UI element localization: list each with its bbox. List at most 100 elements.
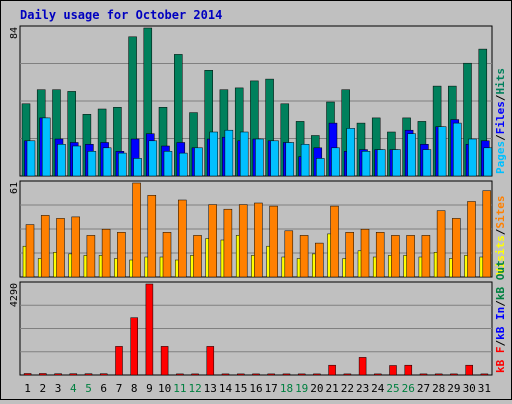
legend-separator: / [494, 228, 507, 235]
x-tick-label: 21 [325, 382, 338, 395]
x-tick-label: 9 [146, 382, 153, 395]
panel-2: 61 Visits/Sites [9, 180, 507, 278]
bar-pages [41, 117, 51, 177]
bar-kb-f [389, 365, 397, 376]
bar-pages [270, 140, 279, 177]
x-tick-label: 8 [131, 382, 138, 395]
legend-separator: / [494, 300, 507, 307]
x-tick-label: 15 [234, 382, 247, 395]
bar-pages [194, 147, 203, 177]
bar-kb-f [282, 373, 291, 376]
x-tick-label: 12 [188, 382, 201, 395]
legend-separator: / [494, 134, 507, 141]
bar-sites [193, 235, 202, 278]
legend-separator: / [494, 94, 507, 101]
bar-pages [392, 149, 401, 177]
bar-kb-f [252, 373, 260, 376]
bar-sites [132, 182, 141, 278]
bar-sites [284, 230, 294, 278]
bar-kb-f [297, 373, 306, 376]
bar-sites [482, 190, 492, 278]
y-max-label: 84 [9, 27, 20, 39]
bar-kb-f [480, 373, 489, 376]
panel-legend: Visits/Sites [494, 196, 507, 276]
y-max-label: 4290 [9, 283, 20, 307]
legend-separator: / [494, 340, 507, 347]
bar-sites [421, 235, 431, 278]
bar-pages [331, 147, 340, 177]
legend-entry: Visits [494, 235, 507, 275]
legend-entry: Pages [494, 141, 507, 174]
bar-pages [422, 149, 432, 177]
legend-entry: Hits [494, 68, 507, 95]
bar-pages [57, 144, 66, 177]
legend-entry: kB F [494, 347, 507, 374]
x-tick-label: 13 [204, 382, 217, 395]
bar-kb-f [450, 373, 458, 376]
y-max-label: 61 [9, 182, 20, 194]
bar-sites [360, 228, 370, 278]
bar-sites [223, 208, 233, 278]
x-tick-label: 25 [386, 382, 399, 395]
bar-kb-f [465, 364, 473, 376]
bar-sites [330, 205, 339, 278]
x-tick-label: 29 [447, 382, 460, 395]
bar-sites [162, 232, 172, 278]
bar-kb-f [115, 346, 123, 376]
bar-pages [102, 147, 112, 177]
bar-sites [345, 232, 354, 278]
bar-pages [26, 140, 36, 177]
bar-pages [407, 133, 416, 177]
bar-sites [56, 218, 65, 278]
bar-kb-f [343, 373, 352, 376]
bar-kb-f [313, 373, 321, 376]
x-tick-label: 5 [85, 382, 92, 395]
bar-sites [147, 195, 157, 278]
x-tick-label: 2 [39, 382, 46, 395]
bar-pages [179, 152, 188, 177]
bar-sites [71, 216, 80, 278]
bar-sites [25, 224, 35, 278]
x-tick-label: 31 [478, 382, 491, 395]
bar-kb-f [328, 364, 336, 376]
legend-entry: Files [494, 101, 507, 134]
bar-sites [269, 205, 278, 278]
bar-kb-f [358, 357, 367, 376]
x-tick-label: 7 [116, 382, 123, 395]
bar-kb-f [221, 373, 230, 376]
x-tick-label: 30 [463, 382, 476, 395]
x-tick-label: 4 [70, 382, 77, 395]
bar-kb-f [434, 373, 443, 376]
panel-legend: Pages/Files/Hits [494, 68, 507, 174]
bar-kb-f [130, 317, 138, 376]
bar-kb-f [54, 373, 62, 376]
legend-entry: kB Out [494, 260, 507, 300]
x-tick-label: 16 [249, 382, 262, 395]
bar-pages [255, 138, 264, 177]
x-tick-label: 28 [432, 382, 445, 395]
bar-pages [300, 144, 310, 177]
x-tick-label: 3 [55, 382, 62, 395]
bar-pages [468, 138, 477, 177]
bar-sites [406, 235, 415, 278]
bar-sites [117, 232, 126, 278]
bar-sites [452, 218, 461, 278]
bar-kb-f [99, 373, 108, 376]
bar-sites [208, 204, 217, 278]
x-tick-label: 26 [402, 382, 415, 395]
legend-entry: Sites [494, 196, 507, 229]
bar-kb-f [237, 373, 245, 376]
x-tick-label: 24 [371, 382, 385, 395]
bar-sites [101, 228, 111, 278]
chart-title: Daily usage for October 2014 [20, 8, 222, 22]
bar-sites [467, 201, 476, 278]
x-tick-label: 1 [24, 382, 31, 395]
bar-pages [483, 147, 493, 177]
x-tick-label: 22 [341, 382, 354, 395]
bar-pages [87, 151, 97, 177]
bar-pages [361, 151, 371, 177]
